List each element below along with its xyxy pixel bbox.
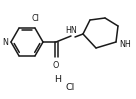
Text: NH: NH xyxy=(119,40,131,49)
Text: HN: HN xyxy=(65,26,77,35)
Text: N: N xyxy=(3,38,8,47)
Text: Cl: Cl xyxy=(65,82,75,91)
Text: H: H xyxy=(55,76,61,85)
Text: O: O xyxy=(53,61,59,70)
Text: Cl: Cl xyxy=(31,14,39,23)
